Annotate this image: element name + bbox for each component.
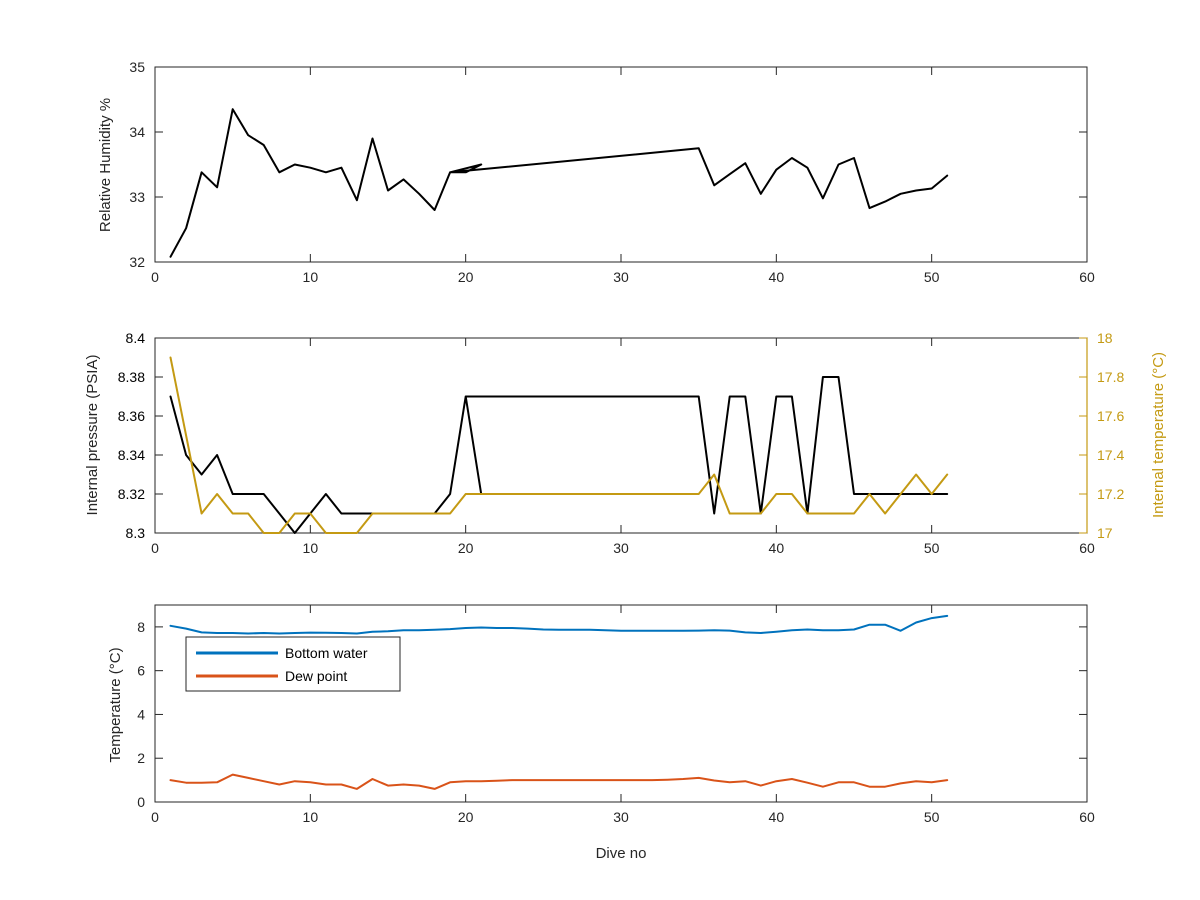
y-tick-label: 6 [137, 663, 145, 679]
legend-label-bottom-water: Bottom water [285, 645, 368, 661]
temperature-axis-label: Temperature (°C) [107, 647, 124, 762]
y-tick-label: 8.38 [118, 369, 145, 385]
y2-tick-label: 17 [1097, 525, 1113, 541]
y-tick-label: 8.32 [118, 486, 145, 502]
y-tick-label: 8.4 [126, 330, 146, 346]
legend-label-dew-point: Dew point [285, 668, 347, 684]
x-tick-label: 0 [151, 269, 159, 285]
x-tick-label: 30 [613, 809, 629, 825]
x-tick-label: 0 [151, 540, 159, 556]
y2-tick-label: 18 [1097, 330, 1113, 346]
x-tick-label: 10 [303, 809, 319, 825]
y-tick-label: 4 [137, 706, 145, 722]
axes-box [154, 337, 1088, 534]
x-tick-label: 50 [924, 269, 940, 285]
x-tick-label: 30 [613, 269, 629, 285]
x-tick-label: 50 [924, 809, 940, 825]
y2-tick-label: 17.4 [1097, 447, 1124, 463]
legend: Bottom water Dew point [185, 636, 401, 692]
x-tick-label: 10 [303, 540, 319, 556]
y2-tick-label: 17.6 [1097, 408, 1124, 424]
y-tick-label: 32 [129, 254, 145, 270]
subplot-1: 0 10 20 30 40 50 60 32 33 34 35 [129, 59, 1095, 285]
legend-box [185, 636, 401, 692]
y-tick-label: 8.36 [118, 408, 145, 424]
y2-tick-label: 17.8 [1097, 369, 1124, 385]
x-tick-label: 40 [769, 269, 785, 285]
y-tick-label: 8 [137, 619, 145, 635]
x-tick-label: 0 [151, 809, 159, 825]
x-tick-label: 50 [924, 540, 940, 556]
x-tick-label: 20 [458, 809, 474, 825]
y-tick-label: 8.34 [118, 447, 145, 463]
x-tick-label: 20 [458, 269, 474, 285]
y-tick-label: 35 [129, 59, 145, 75]
x-tick-label: 30 [613, 540, 629, 556]
x-tick-label: 60 [1079, 809, 1095, 825]
subplot-2: 0 10 20 30 40 50 60 8.3 8.32 8.34 8.36 8.38 8.4 17 17.… [118, 330, 1125, 556]
y-tick-label: 0 [137, 794, 145, 810]
pressure-series-line [169, 376, 949, 534]
axes-box [154, 604, 1088, 803]
y-tick-label: 34 [129, 124, 145, 140]
humidity-axis-label: Relative Humidity % [97, 98, 114, 232]
x-tick-label: 60 [1079, 269, 1095, 285]
internal-temperature-axis-label: Internal temperature (°C) [1150, 352, 1167, 518]
internal-temperature-series-line [169, 356, 949, 534]
x-tick-label: 40 [769, 540, 785, 556]
pressure-axis-label: Internal pressure (PSIA) [84, 355, 101, 516]
y2-tick-label: 17.2 [1097, 486, 1124, 502]
y-tick-label: 33 [129, 189, 145, 205]
dive-no-axis-label: Dive no [596, 845, 647, 862]
x-tick-label: 10 [303, 269, 319, 285]
dew-point-series-line [169, 773, 949, 790]
bottom-water-series-line [169, 614, 949, 635]
x-tick-label: 40 [769, 809, 785, 825]
subplot-3: 0 10 20 30 40 50 60 0 2 4 6 8 [137, 604, 1095, 825]
y-tick-label: 8.3 [126, 525, 146, 541]
y-tick-label: 2 [137, 750, 145, 766]
humidity-series-line [169, 108, 949, 258]
x-tick-label: 20 [458, 540, 474, 556]
x-tick-label: 60 [1079, 540, 1095, 556]
